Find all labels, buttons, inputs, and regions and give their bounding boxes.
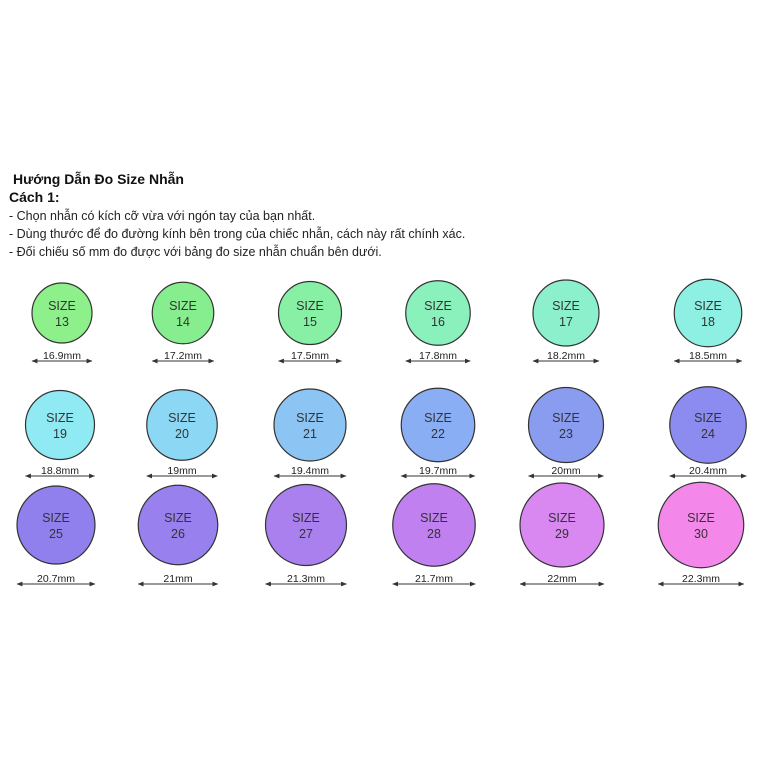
diameter-label: 20.4mm bbox=[689, 465, 727, 477]
ring-label: SIZE bbox=[424, 299, 452, 313]
instruction: - Dùng thước để đo đường kính bên trong … bbox=[9, 227, 466, 241]
diameter-label: 21mm bbox=[163, 573, 192, 585]
diameter-label: 21.3mm bbox=[287, 573, 325, 585]
ring-label: SIZE bbox=[420, 511, 448, 525]
ring-size: 17 bbox=[559, 315, 573, 329]
ring-size: 21 bbox=[303, 427, 317, 441]
ring-size: 15 bbox=[303, 315, 317, 329]
ring-size: 16 bbox=[431, 315, 445, 329]
ring bbox=[273, 388, 347, 462]
instruction: - Chọn nhẫn có kích cỡ vừa với ngón tay … bbox=[9, 209, 316, 223]
title: Hướng Dẫn Đo Size Nhẫn bbox=[13, 171, 184, 187]
ring-label: SIZE bbox=[548, 511, 576, 525]
ring-label: SIZE bbox=[164, 511, 192, 525]
ring-label: SIZE bbox=[552, 299, 580, 313]
ring bbox=[24, 389, 96, 461]
ring bbox=[400, 387, 476, 463]
ring-label: SIZE bbox=[296, 299, 324, 313]
ring bbox=[405, 280, 471, 346]
ring-size: 28 bbox=[427, 527, 441, 541]
ring bbox=[673, 278, 743, 348]
diameter-label: 19mm bbox=[167, 465, 196, 477]
ring-label: SIZE bbox=[292, 511, 320, 525]
ring-size: 14 bbox=[176, 315, 190, 329]
ring-label: SIZE bbox=[687, 511, 715, 525]
ring bbox=[519, 482, 605, 568]
ring bbox=[392, 483, 476, 567]
ring bbox=[151, 281, 215, 345]
ring-size: 23 bbox=[559, 427, 573, 441]
diameter-label: 16.9mm bbox=[43, 350, 81, 362]
ring-label: SIZE bbox=[296, 411, 324, 425]
diameter-label: 22mm bbox=[547, 573, 576, 585]
ring-size: 29 bbox=[555, 527, 569, 541]
ring-size: 22 bbox=[431, 427, 445, 441]
ring bbox=[264, 483, 348, 567]
ring-size: 20 bbox=[175, 427, 189, 441]
ring bbox=[527, 386, 605, 464]
ring-size: 25 bbox=[49, 527, 63, 541]
ring-size: 30 bbox=[694, 527, 708, 541]
ring bbox=[16, 485, 96, 565]
ring-label: SIZE bbox=[42, 511, 70, 525]
ring-size: 18 bbox=[701, 315, 715, 329]
diameter-label: 20.7mm bbox=[37, 573, 75, 585]
ring-label: SIZE bbox=[552, 411, 580, 425]
ring-label: SIZE bbox=[169, 299, 197, 313]
diameter-label: 18.8mm bbox=[41, 465, 79, 477]
ring bbox=[669, 386, 747, 464]
subtitle: Cách 1: bbox=[9, 189, 60, 205]
diameter-label: 17.2mm bbox=[164, 350, 202, 362]
ring-label: SIZE bbox=[168, 411, 196, 425]
diameter-label: 19.4mm bbox=[291, 465, 329, 477]
diameter-label: 19.7mm bbox=[419, 465, 457, 477]
ring bbox=[277, 280, 343, 346]
diameter-label: 17.8mm bbox=[419, 350, 457, 362]
diameter-label: 18.2mm bbox=[547, 350, 585, 362]
ring-label: SIZE bbox=[46, 411, 74, 425]
ring-size: 19 bbox=[53, 427, 67, 441]
instruction: - Đối chiếu số mm đo được với bảng đo si… bbox=[9, 245, 382, 259]
diameter-label: 20mm bbox=[551, 465, 580, 477]
diameter-label: 18.5mm bbox=[689, 350, 727, 362]
ring bbox=[657, 481, 745, 569]
ring bbox=[532, 279, 600, 347]
ring-label: SIZE bbox=[694, 411, 722, 425]
ring bbox=[137, 484, 219, 566]
ring-size: 13 bbox=[55, 315, 69, 329]
ring-label: SIZE bbox=[694, 299, 722, 313]
ring-size: 26 bbox=[171, 527, 185, 541]
diameter-label: 22.3mm bbox=[682, 573, 720, 585]
ring-label: SIZE bbox=[48, 299, 76, 313]
ring-size: 24 bbox=[701, 427, 715, 441]
ring bbox=[31, 282, 93, 344]
diameter-label: 21.7mm bbox=[415, 573, 453, 585]
ring-label: SIZE bbox=[424, 411, 452, 425]
ring-size: 27 bbox=[299, 527, 313, 541]
ring bbox=[146, 389, 218, 461]
diameter-label: 17.5mm bbox=[291, 350, 329, 362]
